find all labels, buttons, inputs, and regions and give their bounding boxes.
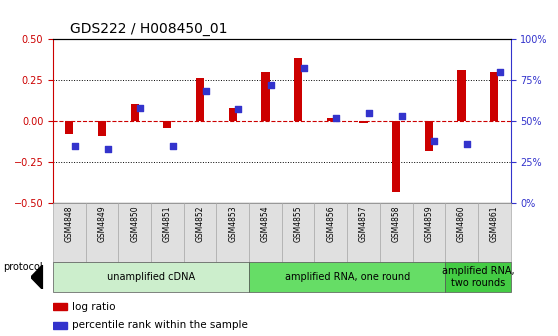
Text: GSM4861: GSM4861 — [490, 205, 499, 242]
FancyBboxPatch shape — [151, 203, 184, 262]
Text: GSM4849: GSM4849 — [98, 205, 107, 242]
Text: protocol: protocol — [3, 262, 42, 272]
Point — [169, 143, 177, 149]
Text: GSM4855: GSM4855 — [294, 205, 302, 242]
FancyBboxPatch shape — [86, 203, 118, 262]
Point — [234, 107, 243, 112]
Bar — [425, 121, 433, 151]
FancyBboxPatch shape — [347, 203, 380, 262]
Text: GSM4853: GSM4853 — [228, 205, 237, 242]
Text: amplified RNA,
two rounds: amplified RNA, two rounds — [441, 266, 514, 288]
Point — [364, 110, 373, 116]
Point — [397, 113, 406, 119]
Text: GSM4854: GSM4854 — [261, 205, 270, 242]
Point — [103, 146, 112, 152]
Bar — [53, 322, 67, 329]
Text: GSM4857: GSM4857 — [359, 205, 368, 242]
Bar — [490, 72, 498, 121]
Text: GSM4860: GSM4860 — [457, 205, 466, 242]
Bar — [327, 118, 335, 121]
Text: GSM4852: GSM4852 — [196, 205, 205, 242]
FancyBboxPatch shape — [282, 203, 315, 262]
Bar — [65, 121, 74, 134]
Bar — [392, 121, 400, 192]
Bar — [359, 121, 368, 123]
FancyBboxPatch shape — [249, 262, 445, 292]
Text: GSM4848: GSM4848 — [65, 205, 74, 242]
Text: GSM4851: GSM4851 — [163, 205, 172, 242]
Bar — [261, 72, 270, 121]
Bar — [294, 58, 302, 121]
FancyBboxPatch shape — [445, 262, 511, 292]
FancyBboxPatch shape — [53, 203, 86, 262]
Text: GSM4850: GSM4850 — [130, 205, 139, 242]
Point — [299, 66, 308, 71]
Point — [463, 141, 472, 147]
Text: GSM4859: GSM4859 — [425, 205, 434, 242]
FancyBboxPatch shape — [445, 203, 478, 262]
FancyBboxPatch shape — [53, 262, 249, 292]
Point — [70, 143, 79, 149]
Bar — [131, 104, 139, 121]
Polygon shape — [31, 265, 42, 289]
Text: log ratio: log ratio — [72, 302, 116, 312]
Text: percentile rank within the sample: percentile rank within the sample — [72, 320, 248, 330]
Point — [430, 138, 439, 143]
FancyBboxPatch shape — [217, 203, 249, 262]
FancyBboxPatch shape — [118, 203, 151, 262]
Bar — [458, 70, 465, 121]
Point — [136, 105, 145, 111]
Text: amplified RNA, one round: amplified RNA, one round — [285, 272, 410, 282]
Bar — [196, 78, 204, 121]
FancyBboxPatch shape — [380, 203, 412, 262]
Text: GSM4858: GSM4858 — [392, 205, 401, 242]
Point — [496, 69, 504, 74]
Point — [332, 115, 341, 120]
Bar — [229, 108, 237, 121]
Bar — [163, 121, 171, 128]
FancyBboxPatch shape — [184, 203, 217, 262]
Bar — [53, 303, 67, 310]
Point — [201, 89, 210, 94]
FancyBboxPatch shape — [478, 203, 511, 262]
FancyBboxPatch shape — [412, 203, 445, 262]
FancyBboxPatch shape — [249, 203, 282, 262]
Bar — [98, 121, 106, 136]
FancyBboxPatch shape — [315, 203, 347, 262]
Point — [267, 82, 276, 87]
Text: GDS222 / H008450_01: GDS222 / H008450_01 — [70, 22, 227, 36]
Text: GSM4856: GSM4856 — [326, 205, 335, 242]
Text: unamplified cDNA: unamplified cDNA — [107, 272, 195, 282]
